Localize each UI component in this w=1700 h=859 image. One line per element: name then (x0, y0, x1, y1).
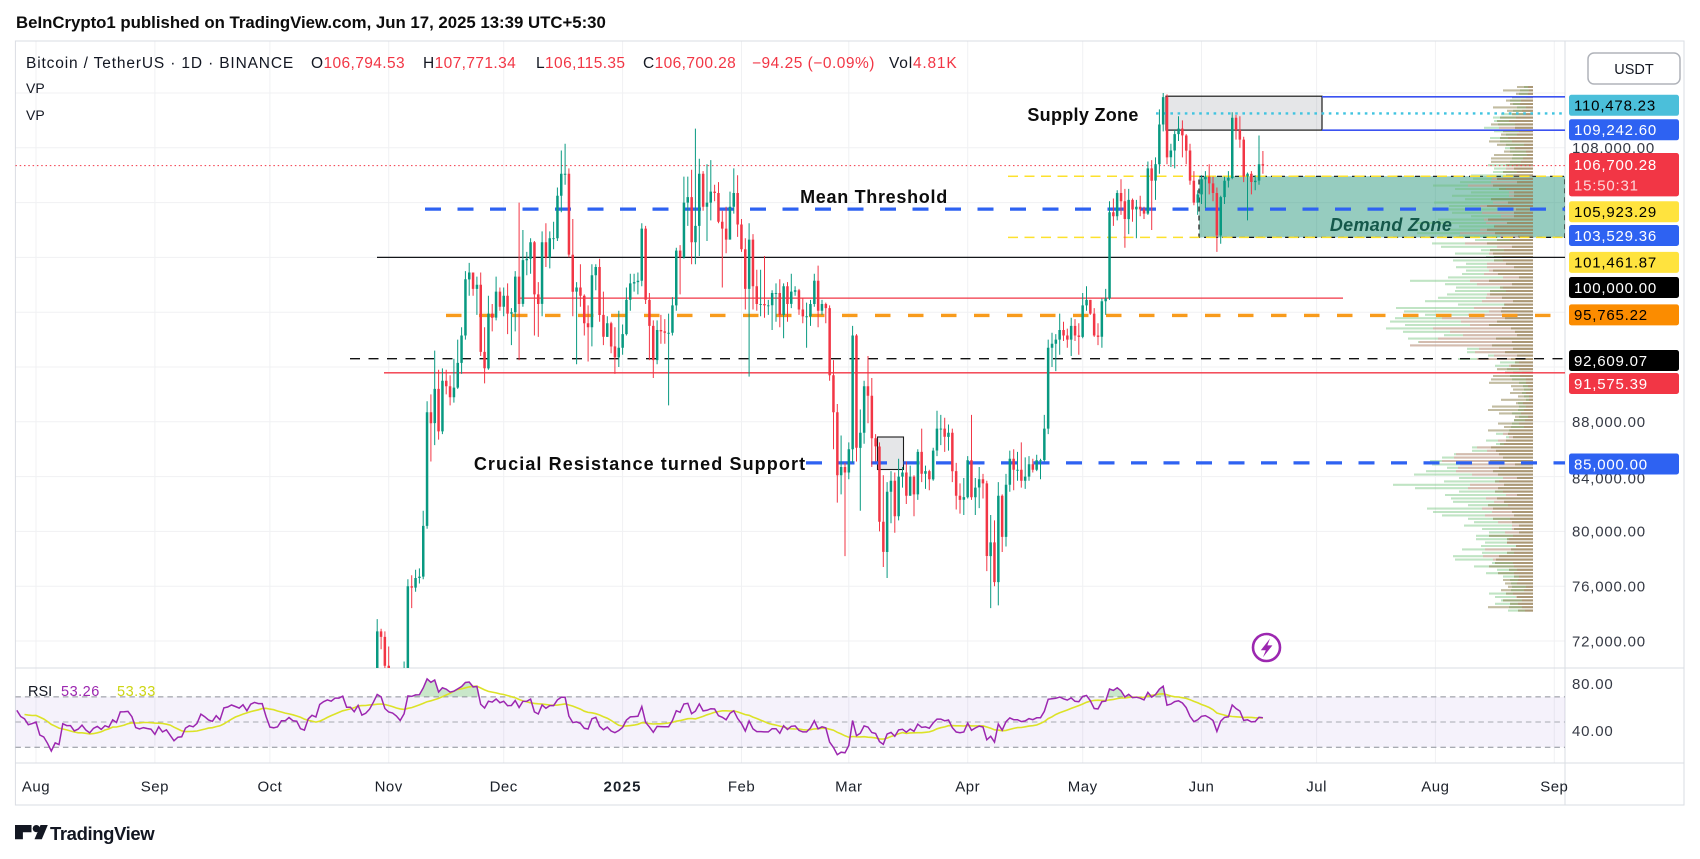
svg-text:91,575.39: 91,575.39 (1574, 376, 1648, 393)
svg-text:Crucial Resistance turned Supp: Crucial Resistance turned Support (474, 454, 806, 474)
svg-text:109,242.60: 109,242.60 (1574, 122, 1657, 139)
svg-text:Vol4.81K: Vol4.81K (889, 55, 957, 72)
svg-text:USDT: USDT (1614, 62, 1654, 78)
svg-text:105,923.29: 105,923.29 (1574, 204, 1657, 221)
svg-text:Mar: Mar (835, 779, 862, 796)
svg-text:RSI: RSI (28, 684, 52, 700)
svg-text:76,000.00: 76,000.00 (1572, 579, 1646, 596)
svg-text:53.26: 53.26 (61, 684, 100, 700)
svg-text:80.00: 80.00 (1572, 676, 1614, 693)
svg-text:106,700.28: 106,700.28 (1574, 157, 1657, 174)
svg-text:Aug: Aug (1421, 779, 1449, 796)
svg-text:101,461.87: 101,461.87 (1574, 255, 1657, 272)
svg-text:Apr: Apr (955, 779, 980, 796)
svg-text:Jul: Jul (1306, 779, 1327, 796)
svg-text:Sep: Sep (141, 779, 169, 796)
svg-text:85,000.00: 85,000.00 (1574, 456, 1648, 473)
svg-text:Mean Threshold: Mean Threshold (800, 187, 948, 207)
svg-text:H107,771.34: H107,771.34 (423, 55, 516, 72)
svg-text:C106,700.28: C106,700.28 (643, 55, 736, 72)
svg-text:Supply Zone: Supply Zone (1027, 105, 1138, 125)
svg-text:110,478.23: 110,478.23 (1574, 98, 1656, 115)
svg-text:BeInCrypto1 published on Tradi: BeInCrypto1 published on TradingView.com… (16, 13, 606, 32)
svg-text:108,000.00: 108,000.00 (1572, 140, 1655, 157)
svg-text:Aug: Aug (22, 779, 50, 796)
svg-text:Sep: Sep (1540, 779, 1568, 796)
svg-text:May: May (1068, 779, 1098, 796)
svg-text:−94.25 (−0.09%): −94.25 (−0.09%) (752, 55, 875, 72)
svg-text:88,000.00: 88,000.00 (1572, 414, 1646, 431)
svg-text:72,000.00: 72,000.00 (1572, 633, 1646, 650)
svg-text:53.33: 53.33 (117, 684, 156, 700)
svg-text:O106,794.53: O106,794.53 (311, 55, 405, 72)
svg-text:80,000.00: 80,000.00 (1572, 524, 1646, 541)
svg-text:95,765.22: 95,765.22 (1574, 307, 1648, 324)
svg-text:VP: VP (26, 80, 45, 96)
svg-text:Bitcoin / TetherUS · 1D · BINA: Bitcoin / TetherUS · 1D · BINANCE (26, 55, 294, 72)
svg-text:Feb: Feb (728, 779, 755, 796)
svg-text:84,000.00: 84,000.00 (1572, 470, 1646, 487)
svg-text:15:50:31: 15:50:31 (1574, 178, 1639, 195)
svg-text:103,529.36: 103,529.36 (1574, 228, 1657, 245)
svg-text:100,000.00: 100,000.00 (1574, 280, 1657, 297)
svg-text:L106,115.35: L106,115.35 (536, 55, 625, 72)
svg-text:40.00: 40.00 (1572, 723, 1614, 740)
svg-text:Nov: Nov (375, 779, 403, 796)
svg-text:2025: 2025 (604, 779, 642, 796)
svg-text:VP: VP (26, 107, 45, 123)
svg-text:92,609.07: 92,609.07 (1574, 353, 1648, 370)
svg-text:Oct: Oct (257, 779, 282, 796)
svg-text:Dec: Dec (490, 779, 518, 796)
svg-text:Jun: Jun (1189, 779, 1215, 796)
svg-text:Demand Zone: Demand Zone (1330, 215, 1452, 235)
svg-text:TradingView: TradingView (50, 823, 155, 844)
